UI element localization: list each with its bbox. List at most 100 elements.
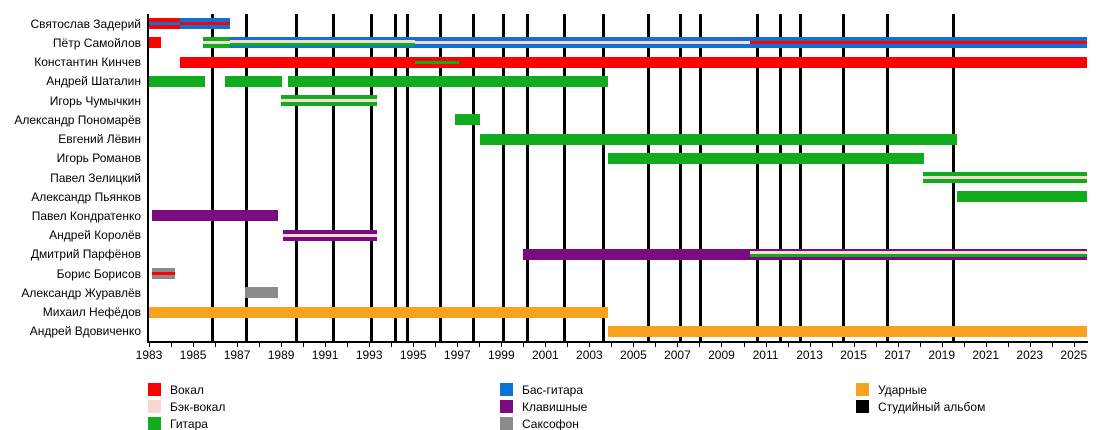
role-stripe-vocal [152, 272, 176, 276]
x-axis-tick-label: 1989 [267, 348, 295, 362]
member-tenure-bar [608, 152, 925, 164]
y-axis-line [147, 14, 149, 341]
x-axis-tick [391, 343, 393, 347]
member-tenure-bar [287, 75, 609, 87]
member-tenure-bar [480, 133, 958, 145]
x-axis-tick-label: 2007 [664, 348, 691, 362]
x-axis-tick-label: 1997 [443, 348, 471, 362]
legend-label-keyboards: Клавишные [522, 400, 588, 414]
studio-album-line [799, 14, 803, 341]
member-label: Пётр Самойлов [52, 35, 141, 50]
legend-label-album: Студийный альбом [878, 400, 986, 414]
member-tenure-bar [149, 37, 162, 49]
member-label: Александр Журавлёв [21, 285, 141, 300]
x-axis-tick [963, 343, 965, 347]
studio-album-line [245, 14, 249, 341]
role-stripe-backing_vocal [281, 99, 377, 103]
studio-album-line [562, 14, 566, 341]
x-axis-tick-label: 2023 [1016, 348, 1044, 362]
member-label: Борис Борисов [56, 266, 141, 281]
role-stripe-backing_vocal [922, 176, 1087, 179]
legend-label-bass: Бас-гитара [522, 383, 584, 397]
legend-label-guitar: Гитара [170, 417, 208, 430]
member-tenure-bar [608, 325, 1087, 337]
x-axis-tick-label: 2017 [884, 348, 911, 362]
studio-album-line [211, 14, 215, 341]
x-axis-tick-label: 1985 [179, 348, 207, 362]
studio-album-line [472, 14, 476, 341]
x-axis-baseline [147, 341, 1088, 343]
member-tenure-bar [922, 172, 1087, 183]
x-axis-tick [523, 343, 525, 347]
x-axis-tick [479, 343, 481, 347]
x-axis-tick [1051, 343, 1053, 347]
x-axis-tick-label: 2011 [752, 348, 779, 362]
studio-album-line [602, 14, 606, 341]
member-label: Андрей Королёв [49, 228, 141, 243]
studio-album-line [332, 14, 336, 341]
x-axis-tick [809, 343, 811, 347]
member-tenure-bar [149, 75, 206, 87]
x-axis-tick-label: 2003 [576, 348, 603, 362]
legend-swatch-vocal [148, 383, 161, 396]
member-label: Святослав Задерий [30, 16, 141, 31]
member-tenure-bar [230, 37, 416, 49]
studio-album-line [756, 14, 760, 341]
role-stripe-backing_vocal [202, 41, 231, 45]
member-tenure-bar [224, 75, 283, 87]
x-axis-tick [457, 343, 459, 347]
legend-swatch-keyboards [500, 400, 513, 413]
member-tenure-bar [455, 114, 481, 126]
member-tenure-bar [415, 56, 460, 68]
x-axis-tick [369, 343, 371, 347]
studio-album-line [886, 14, 890, 341]
x-axis-tick [545, 343, 547, 347]
x-axis-tick [237, 343, 239, 347]
x-axis-tick-label: 2015 [840, 348, 867, 362]
x-axis-tick [831, 343, 833, 347]
studio-album-line [699, 14, 703, 341]
x-axis-tick [765, 343, 767, 347]
studio-album-line [439, 14, 443, 341]
member-label: Павел Кондратенко [31, 208, 141, 223]
member-tenure-bar [179, 56, 416, 68]
member-tenure-bar [281, 95, 377, 107]
studio-album-line [526, 14, 530, 341]
member-tenure-bar [152, 210, 278, 222]
legend-label-drums: Ударные [878, 383, 927, 397]
legend-swatch-album [856, 400, 869, 413]
member-label: Александр Пьянков [31, 189, 141, 204]
x-axis-tick-label: 1999 [487, 348, 515, 362]
studio-album-line [502, 14, 505, 341]
member-tenure-bar [459, 56, 1087, 68]
studio-album-line [647, 14, 651, 341]
x-axis-tick [171, 343, 173, 347]
role-stripe-guitar [415, 60, 460, 64]
role-stripe-backing_vocal [230, 39, 416, 43]
legend-swatch-drums [856, 383, 869, 396]
member-tenure-bar [149, 18, 180, 30]
legend-swatch-backing_vocal [148, 400, 161, 413]
x-axis-tick [633, 343, 635, 347]
x-axis-tick [655, 343, 657, 347]
x-axis-tick [699, 343, 701, 347]
x-axis-tick [787, 343, 789, 347]
x-axis-tick [743, 343, 745, 347]
x-axis-tick [1073, 343, 1075, 347]
x-axis-tick-label: 1993 [355, 348, 383, 362]
member-tenure-bar [152, 268, 176, 280]
x-axis-tick [149, 343, 150, 347]
member-tenure-bar [750, 248, 1087, 260]
x-axis-tick [259, 343, 261, 347]
x-axis-tick [303, 343, 305, 347]
role-stripe-backing_vocal [750, 251, 1087, 255]
x-axis-tick [919, 343, 921, 347]
x-axis-tick [721, 343, 723, 347]
role-stripe-guitar [750, 254, 1087, 258]
legend-label-sax: Саксофон [522, 417, 579, 430]
role-stripe-vocal [750, 41, 1087, 45]
x-axis-tick [941, 343, 943, 347]
member-tenure-bar [244, 287, 278, 299]
studio-album-line [406, 14, 410, 341]
x-axis-tick [325, 343, 327, 347]
